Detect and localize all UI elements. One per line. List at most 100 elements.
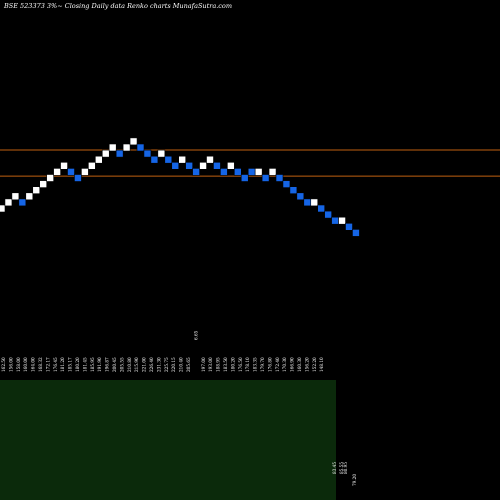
renko-brick-down (234, 168, 242, 176)
renko-brick-down (171, 162, 180, 170)
renko-brick-down (282, 180, 291, 188)
renko-brick-down (331, 216, 339, 225)
x-tick-label: 210.80 (127, 357, 132, 372)
renko-brick-up (254, 168, 263, 176)
renko-brick-up (157, 149, 166, 158)
x-tick-label: 180.20 (230, 357, 235, 372)
renko-brick-up (46, 174, 54, 182)
renko-brick-up (25, 192, 34, 201)
x-tick-label: 215.90 (134, 357, 139, 372)
x-tick-label: 176.80 (267, 357, 272, 372)
volume-note: 79.20 (352, 474, 357, 486)
x-tick-label: 196.87 (105, 357, 110, 372)
x-tick-label: 185.95 (90, 357, 95, 372)
x-tick-label: 172.40 (275, 357, 280, 372)
x-tick-label: 183.35 (253, 357, 258, 372)
x-tick-label: 148.10 (319, 357, 324, 372)
renko-brick-down (275, 174, 284, 182)
x-tick-label: 166.90 (290, 357, 295, 372)
renko-brick-up (101, 149, 110, 158)
x-tick-label: 188.95 (216, 357, 221, 372)
x-tick-label: 168.32 (38, 357, 43, 372)
renko-brick-down (164, 155, 173, 164)
renko-brick-down (352, 229, 360, 237)
x-tick-label: 179.70 (260, 357, 265, 372)
renko-brick-down (192, 168, 200, 176)
renko-brick-up (206, 155, 214, 164)
renko-brick-up (32, 186, 41, 194)
x-tick-label: 220.15 (171, 357, 176, 372)
x-tick-label: 164.00 (31, 357, 36, 372)
renko-brick-up (11, 192, 20, 201)
renko-brick-up (310, 198, 319, 207)
volume-note: 85.55 (339, 462, 344, 474)
x-tick-label: 172.17 (45, 357, 50, 372)
renko-brick-down (317, 204, 326, 213)
volume-note: 83.45 (332, 462, 337, 474)
x-tick-label: 158.00 (16, 357, 21, 372)
renko-brick-down (67, 168, 75, 176)
chart-title: BSE 523373 3%~ Closing Daily data Renko … (4, 2, 232, 10)
renko-brick-up (178, 155, 186, 164)
x-tick-label: 200.45 (112, 357, 117, 372)
renko-brick-down (213, 162, 221, 170)
renko-brick-up (60, 162, 68, 170)
renko-brick-down (289, 186, 298, 194)
x-tick-label: 221.00 (142, 357, 147, 372)
renko-brick-down (74, 174, 82, 182)
x-tick-label: 197.00 (201, 357, 206, 372)
renko-brick-down (220, 168, 228, 176)
renko-brick-down (345, 223, 353, 231)
renko-brick-down (185, 162, 193, 170)
x-tick-label: 178.10 (245, 357, 250, 372)
x-tick-label: 156.20 (304, 357, 309, 372)
x-tick-label: 156.00 (8, 357, 13, 372)
renko-brick-down (261, 174, 270, 182)
x-tick-label: 210.40 (179, 357, 184, 372)
renko-brick-down (136, 143, 145, 152)
x-tick-label: 226.40 (149, 357, 154, 372)
renko-brick-up (227, 162, 235, 170)
x-tick-label: 170.30 (282, 357, 287, 372)
x-tick-label: 193.00 (208, 357, 213, 372)
renko-brick-down (143, 149, 152, 158)
renko-brick-up (81, 168, 89, 176)
renko-brick-down (150, 155, 159, 164)
x-tick-label: 6.65 (193, 330, 198, 340)
x-tick-label: 160.00 (23, 357, 28, 372)
renko-brick-up (39, 180, 48, 188)
x-tick-label: 180.20 (75, 357, 80, 372)
renko-brick-up (88, 162, 96, 170)
renko-brick-up (199, 162, 207, 170)
volume-area (0, 380, 336, 500)
x-tick-label: 162.50 (1, 357, 6, 372)
x-tick-label: 176.50 (238, 357, 243, 372)
x-tick-label: 191.90 (97, 357, 102, 372)
x-tick-label: 176.45 (53, 357, 58, 372)
renko-brick-down (324, 210, 332, 219)
renko-brick-up (108, 143, 117, 152)
x-tick-label: 181.45 (82, 357, 87, 372)
renko-brick-down (303, 198, 312, 207)
renko-brick-down (240, 174, 249, 182)
renko-brick-up (0, 204, 6, 213)
x-tick-label: 231.30 (156, 357, 161, 372)
renko-brick-up (129, 137, 138, 146)
renko-brick-up (122, 143, 131, 152)
renko-brick-up (95, 155, 103, 164)
renko-brick-up (338, 216, 346, 225)
x-tick-label: 205.65 (186, 357, 191, 372)
x-tick-label: 183.50 (223, 357, 228, 372)
x-tick-label: 185.17 (68, 357, 73, 372)
renko-brick-down (18, 198, 27, 207)
renko-brick-down (247, 168, 256, 176)
volume-note: 80.95 (343, 462, 348, 474)
x-tick-label: 205.55 (119, 357, 124, 372)
renko-brick-down (115, 149, 124, 158)
renko-brick-up (268, 168, 277, 176)
x-tick-label: 225.75 (164, 357, 169, 372)
x-tick-label: 160.30 (297, 357, 302, 372)
renko-brick-up (53, 168, 61, 176)
